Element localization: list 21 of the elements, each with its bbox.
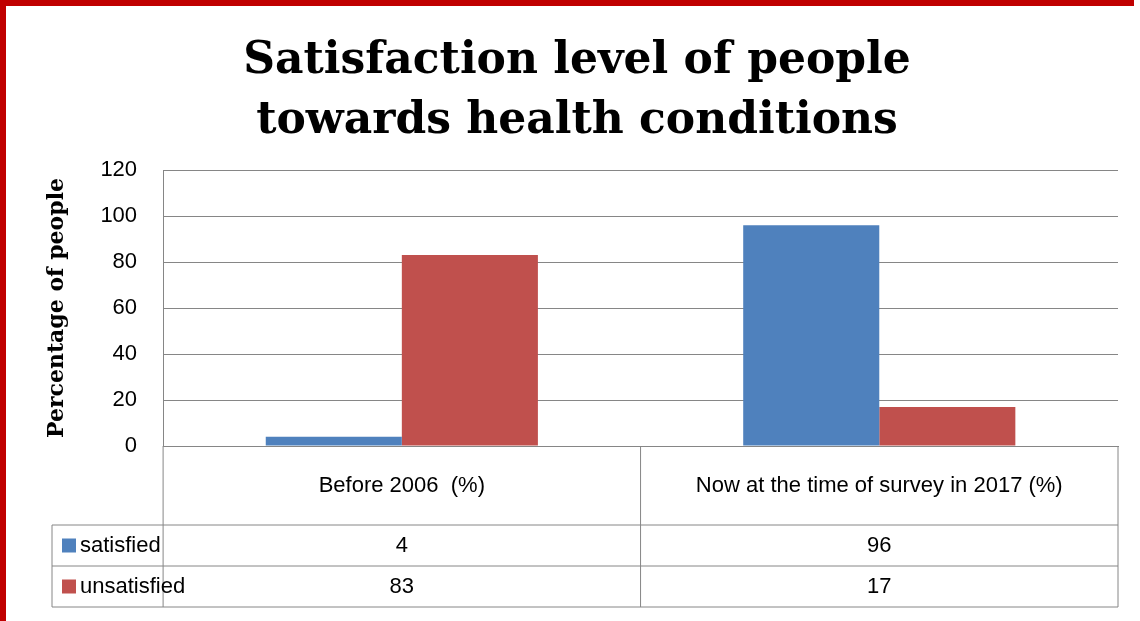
y-tick-label: 0 xyxy=(124,432,138,458)
bar xyxy=(401,255,538,446)
data-label: 83 xyxy=(389,572,415,598)
y-axis-title: Percentage of people xyxy=(41,178,68,438)
x-tick-label: Now at the time of survey in 2017 (%) xyxy=(695,471,1063,497)
legend-label: unsatisfied xyxy=(80,572,186,598)
y-tick-label: 80 xyxy=(112,248,138,274)
y-tick-label: 20 xyxy=(112,386,138,412)
data-label: 4 xyxy=(395,531,408,557)
y-tick-label: 40 xyxy=(112,340,138,366)
legend-label: satisfied xyxy=(80,531,161,557)
bar xyxy=(265,436,402,446)
bar xyxy=(743,225,880,446)
data-label: 17 xyxy=(867,572,892,598)
y-tick-label: 100 xyxy=(100,202,138,228)
y-tick-label: 120 xyxy=(100,156,138,182)
data-label: 96 xyxy=(867,531,892,557)
bar xyxy=(879,406,1016,446)
y-tick-label: 60 xyxy=(112,294,138,320)
x-tick-label: Before 2006 (%) xyxy=(318,471,485,497)
chart-title: Satisfaction level of people towards health conditions xyxy=(242,31,912,145)
